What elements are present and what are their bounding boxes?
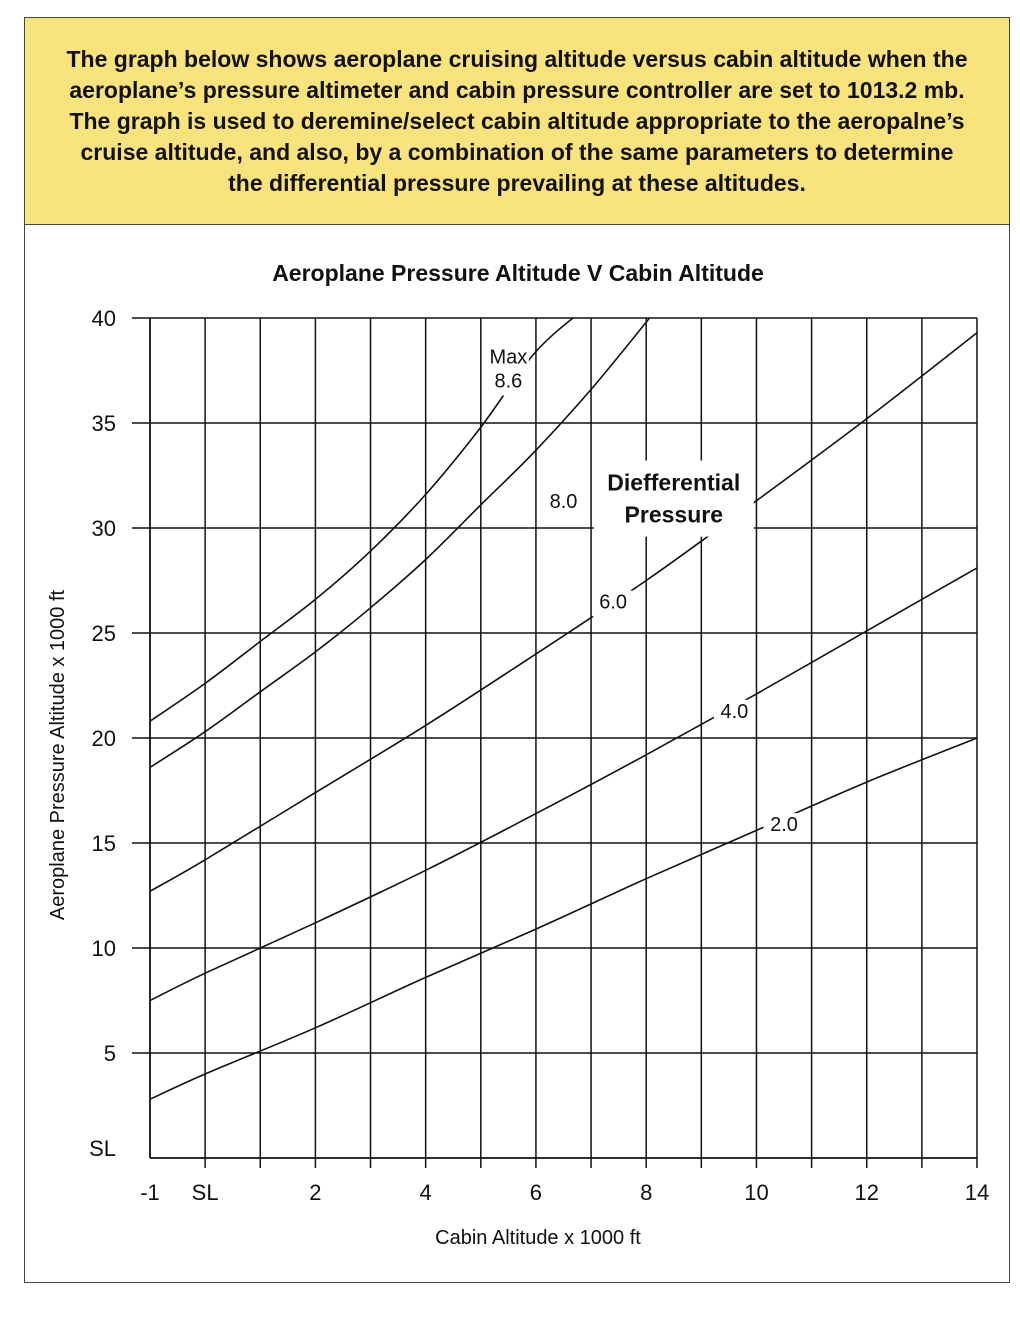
annotation-bg	[593, 460, 754, 537]
y-tick-label: 5	[104, 1041, 116, 1066]
curve-label-bg	[713, 699, 755, 726]
curve-label: 8.6	[494, 371, 522, 393]
x-tick-label: SL	[192, 1180, 219, 1205]
series-line-0	[150, 318, 575, 722]
y-tick-label: 30	[92, 516, 116, 541]
curve-label-bg	[543, 489, 584, 516]
tick-layer: -1 SL 2 4 6 8 10 12 14 SL 5 10 15 20 25 30 35 40	[89, 306, 989, 1205]
series-line-1	[150, 318, 651, 769]
x-tick-label: 10	[744, 1180, 768, 1205]
y-axis-label: Aeroplane Pressure Altitude x 1000 ft	[47, 589, 69, 920]
y-tick-label: SL	[89, 1136, 116, 1161]
y-tick-label: 40	[92, 306, 116, 331]
x-tick-label: 8	[640, 1180, 652, 1205]
x-tick-label: 4	[420, 1180, 432, 1205]
curve-label: 8.0	[550, 491, 578, 513]
curve-label: 2.0	[770, 814, 798, 836]
y-tick-label: 15	[92, 831, 116, 856]
y-tick-label: 10	[92, 936, 116, 961]
x-tick-label: -1	[140, 1180, 160, 1205]
x-tick-label: 14	[965, 1180, 989, 1205]
curve-label-bg	[487, 345, 529, 396]
y-tick-label: 25	[92, 621, 116, 646]
chart-frame: The graph below shows aeroplane cruising…	[24, 17, 1010, 1283]
differential-pressure-annotation: Diefferential	[607, 470, 740, 496]
curve-label: 6.0	[599, 592, 627, 614]
x-axis-label: Cabin Altitude x 1000 ft	[435, 1227, 641, 1249]
description-text: The graph below shows aeroplane cruising…	[66, 45, 968, 196]
curve-label-bg	[763, 813, 805, 840]
x-tick-label: 2	[309, 1180, 321, 1205]
description-banner: The graph below shows aeroplane cruising…	[25, 18, 1009, 225]
curve-layer	[150, 318, 977, 1100]
grid-layer	[132, 317, 978, 1168]
x-tick-label: 12	[854, 1180, 878, 1205]
chart-title: Aeroplane Pressure Altitude V Cabin Alti…	[272, 260, 764, 286]
y-tick-label: 20	[92, 726, 116, 751]
curve-label: Max	[489, 347, 527, 369]
series-line-2	[150, 332, 977, 892]
x-tick-label: 6	[530, 1180, 542, 1205]
differential-pressure-annotation: Pressure	[625, 502, 723, 528]
series-line-3	[150, 567, 977, 1002]
curve-label: 4.0	[721, 701, 749, 723]
series-line-4	[150, 737, 977, 1100]
y-tick-label: 35	[92, 411, 116, 436]
curve-label-bg	[592, 590, 634, 617]
